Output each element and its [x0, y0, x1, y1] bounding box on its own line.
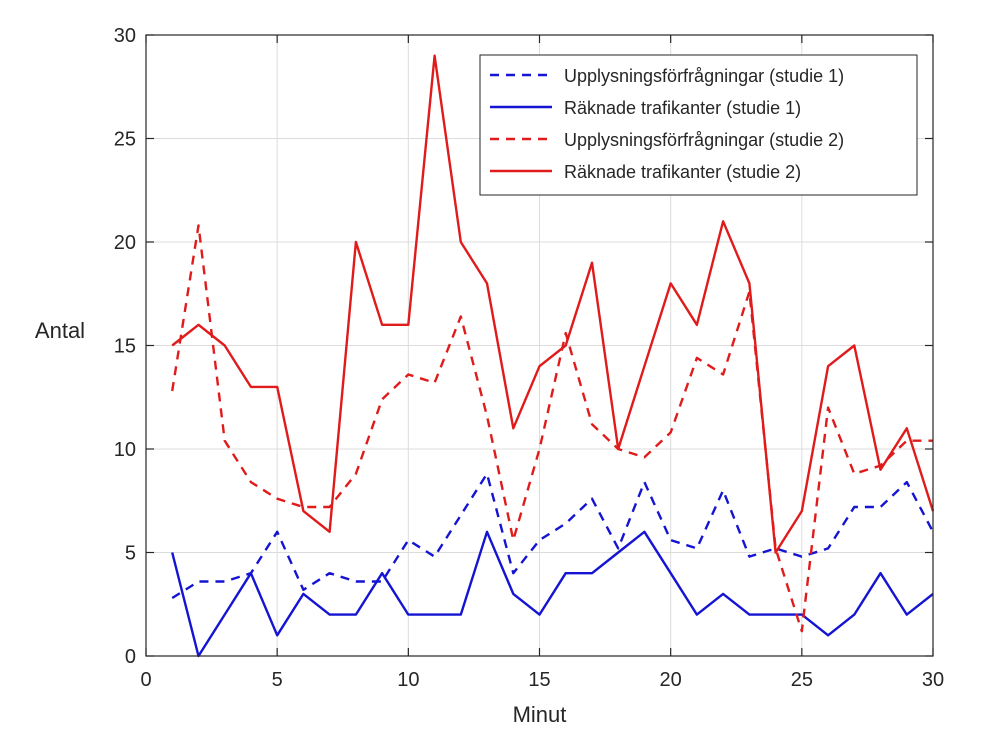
series-line-1 [171, 472, 935, 600]
y-tick-label: 10 [114, 439, 136, 461]
x-tick-label: 15 [528, 669, 550, 691]
y-tick-label: 15 [114, 336, 136, 358]
y-tick-label: 30 [114, 25, 136, 47]
axis-ticks: 0 5 10 15 20 25 30 0 5 10 15 20 25 30 [114, 25, 944, 691]
legend-box [479, 54, 918, 196]
legend-label-3: Upplysningsförfrågningar (studie 2) [564, 130, 844, 150]
x-tick-label: 30 [922, 669, 944, 691]
legend-label-1: Upplysningsförfrågningar (studie 1) [564, 66, 844, 86]
series-line-3 [171, 224, 933, 633]
series-line-4 [171, 54, 935, 554]
y-tick-label: 20 [114, 232, 136, 254]
legend: Upplysningsförfrågningar (studie 1) Räkna… [479, 54, 918, 196]
y-tick-label: 0 [125, 646, 136, 668]
series-line-2 [171, 530, 934, 658]
x-axis-label: Minut [513, 702, 567, 727]
y-tick-label: 5 [125, 543, 136, 565]
x-tick-label: 25 [791, 669, 813, 691]
x-tick-label: 5 [272, 669, 283, 691]
x-tick-label: 10 [397, 669, 419, 691]
legend-label-4: Räknade trafikanter (studie 2) [564, 162, 801, 182]
x-tick-label: 20 [660, 669, 682, 691]
y-axis-label: Antal [35, 318, 85, 343]
y-tick-label: 25 [114, 129, 136, 151]
legend-label-2: Räknade trafikanter (studie 1) [564, 98, 801, 118]
x-tick-label: 0 [140, 669, 151, 691]
series-lines [171, 54, 935, 658]
